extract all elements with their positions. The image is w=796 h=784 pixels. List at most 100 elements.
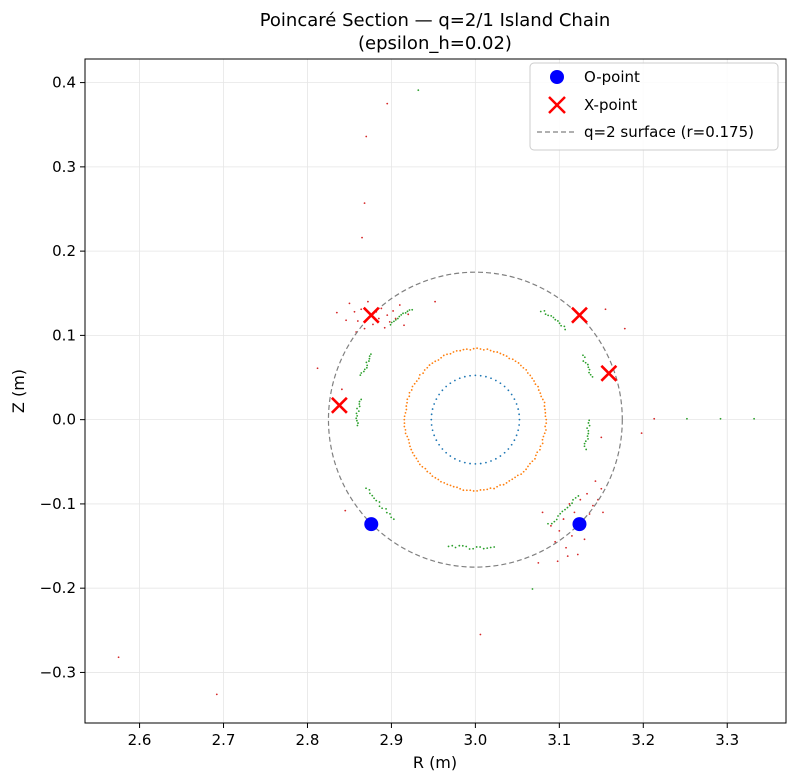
trace-point <box>463 461 466 464</box>
trace-point <box>390 516 393 519</box>
trace-point <box>385 511 388 514</box>
trace-point <box>503 451 506 454</box>
trace-point <box>515 434 518 437</box>
y-tick-label: 0.3 <box>52 158 76 176</box>
trace-point <box>353 310 356 313</box>
trace-point <box>392 310 395 312</box>
trace-point <box>561 510 564 513</box>
trace-point <box>534 454 537 457</box>
trace-point <box>587 422 590 424</box>
plot-frame <box>84 58 787 724</box>
trace-point <box>587 430 590 432</box>
legend-frame <box>529 62 779 151</box>
trace-point <box>510 443 513 446</box>
trace-point <box>408 309 411 311</box>
trace-point <box>408 391 411 394</box>
trace-point <box>586 427 589 430</box>
trace-point <box>541 398 544 401</box>
trace-point <box>499 382 502 385</box>
trace-point <box>518 418 521 421</box>
trace-point <box>640 432 643 435</box>
trace-point <box>653 417 656 420</box>
trace-point <box>531 588 534 590</box>
trace-point <box>753 417 755 420</box>
trace-point <box>474 462 477 465</box>
trace-point <box>537 385 539 388</box>
x-tick-label: 2.8 <box>296 731 320 749</box>
trace-point <box>461 544 464 547</box>
o-point-marker <box>572 517 587 532</box>
trace-point <box>360 308 363 311</box>
trace-point <box>517 408 520 410</box>
trace-point <box>117 656 120 659</box>
trace-point <box>355 412 358 415</box>
trace-point <box>372 323 374 326</box>
trace-point <box>345 319 347 322</box>
trace-point <box>426 470 429 473</box>
trace-point <box>380 307 383 310</box>
trace-point <box>499 455 502 457</box>
y-axis-ticks: −0.3 −0.2 −0.1 0.0 0.1 0.2 0.3 0.4 <box>40 74 85 681</box>
trace-point <box>431 429 434 432</box>
trace-point <box>438 443 441 446</box>
trace-point <box>366 364 369 367</box>
trace-point <box>415 380 418 382</box>
trace-point <box>556 560 559 563</box>
trace-point <box>569 504 571 507</box>
trace-point <box>462 348 465 351</box>
trace-point <box>446 353 448 356</box>
trace-point <box>445 451 448 454</box>
legend-o-point-label: O-point <box>584 68 640 86</box>
grid-lines <box>85 59 786 723</box>
trace-point <box>494 379 497 382</box>
trace-point <box>576 553 579 556</box>
trace-point <box>362 370 365 373</box>
trace-point <box>543 405 546 407</box>
trace-point <box>541 442 544 445</box>
x-tick-label: 2.7 <box>212 731 236 749</box>
trace-point <box>340 388 343 391</box>
trace-point <box>452 485 455 488</box>
trace-point <box>479 489 482 491</box>
trace-point <box>529 374 532 377</box>
orbit-traces <box>117 89 755 696</box>
trace-point <box>434 300 436 303</box>
y-tick-label: 0.1 <box>52 326 76 344</box>
trace-point <box>435 398 438 400</box>
trace-point <box>594 480 597 483</box>
trace-point <box>573 511 576 514</box>
trace-point <box>462 489 465 492</box>
trace-point <box>441 389 444 392</box>
trace-point <box>429 472 432 475</box>
trace-point <box>348 302 351 305</box>
trace-point <box>356 320 359 322</box>
trace-point <box>577 495 580 497</box>
trace-point <box>482 547 485 550</box>
trace-point <box>404 312 407 314</box>
trace-point <box>373 497 375 500</box>
trace-point <box>378 505 381 508</box>
trace-point <box>368 355 371 358</box>
trace-point <box>537 389 540 391</box>
trace-point <box>363 327 366 330</box>
trace-point <box>389 323 392 326</box>
trace-point <box>430 418 433 421</box>
trace-point <box>482 488 485 491</box>
trace-point <box>525 368 528 371</box>
trace-point <box>415 457 418 460</box>
trace-point <box>357 410 360 413</box>
trace-point <box>316 367 319 370</box>
trace-point <box>368 357 371 360</box>
trace-point <box>375 499 378 502</box>
trace-point <box>479 633 482 636</box>
trace-point <box>403 415 406 418</box>
trace-point <box>440 356 443 359</box>
trace-point <box>465 489 468 492</box>
trace-point <box>421 465 424 468</box>
trace-point <box>587 366 590 369</box>
trace-point <box>485 461 487 464</box>
trace-point <box>406 401 408 404</box>
trace-point <box>574 496 577 499</box>
trace-point <box>502 483 505 486</box>
